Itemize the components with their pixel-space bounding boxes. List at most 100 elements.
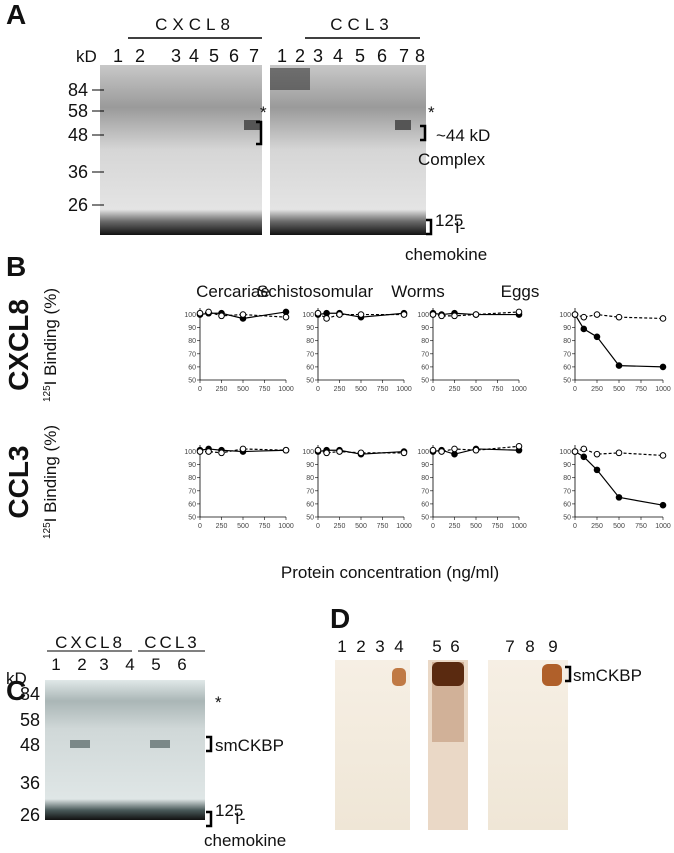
lane-number: 6 [229,46,239,66]
marker-label: 58 [68,101,88,121]
bracket [420,124,427,142]
x-tick-label: 1000 [655,523,671,530]
lane-number: 3 [99,655,108,674]
data-point [659,315,667,322]
column-title: Eggs [501,282,540,301]
axis-title: 125I Binding (%) [41,425,60,539]
bracket [206,810,213,828]
x-tick-label: 750 [635,386,647,393]
x-tick-label: 750 [377,386,389,393]
y-tick-label: 80 [421,475,429,482]
x-tick-label: 500 [470,523,482,530]
annotation: I- [455,218,465,237]
data-point [580,313,588,321]
x-tick-label: 0 [316,523,320,530]
y-tick-label: 60 [421,501,429,508]
x-tick-label: 1000 [396,386,412,393]
data-point [429,311,437,318]
lane-number: 6 [377,46,387,66]
asterisk: * [260,103,267,122]
x-tick-label: 250 [591,386,603,393]
lane-number: 8 [525,637,534,656]
x-tick-label: 750 [635,523,647,530]
x-tick-label: 500 [470,386,482,393]
x-tick-label: 750 [492,386,504,393]
group-label: CCL3 [144,633,199,652]
lane-number: 8 [415,46,425,66]
x-tick-label: 0 [573,386,577,393]
unit-label: kD [76,47,97,66]
y-tick-label: 90 [421,462,429,469]
x-tick-label: 250 [334,386,346,393]
annotation: smCKBP [573,666,642,685]
lane-number: 7 [505,637,514,656]
lane-number: 3 [375,637,384,656]
x-tick-label: 250 [216,386,228,393]
x-tick-label: 500 [613,386,625,393]
lane-number: 4 [125,655,134,674]
x-tick-label: 250 [216,523,228,530]
axis-title-sup: 125 [42,385,53,402]
axis-title: 125I Binding (%) [41,288,60,402]
bracket [426,218,433,236]
label: A [6,0,26,30]
y-tick-label: 90 [421,325,429,332]
axis-title-text: I Binding (%) [41,288,60,385]
blot [488,660,568,830]
y-tick-label: 80 [188,338,196,345]
y-tick-label: 80 [306,475,314,482]
y-tick-label: 70 [421,351,429,358]
gel-band [244,120,260,130]
x-tick-label: 250 [591,523,603,530]
lane-number: 2 [135,46,145,66]
blot [335,660,410,830]
x-tick-label: 0 [431,523,435,530]
marker-label: 48 [20,735,40,755]
x-tick-label: 1000 [278,386,294,393]
y-tick-label: 50 [306,378,314,385]
gel [100,65,262,235]
data-point [515,443,523,450]
data-point [323,315,330,322]
lane-number: 5 [151,655,160,674]
y-tick-label: 90 [563,462,571,469]
data-point [451,312,458,320]
x-tick-label: 500 [355,523,367,530]
y-tick-label: 90 [563,325,571,332]
column-title: Cercariae [196,282,270,301]
y-tick-label: 70 [563,351,571,358]
column-title: Worms [391,282,445,301]
x-tick-label: 1000 [278,523,294,530]
y-tick-label: 50 [188,515,196,522]
data-point [615,313,623,321]
y-tick-label: 50 [563,378,571,385]
lane-number: 5 [432,637,441,656]
marker-label: 84 [20,684,40,704]
lane-number: 4 [189,46,199,66]
bracket [206,735,213,753]
data-point [593,466,601,474]
marker-label: 36 [68,162,88,182]
y-tick-label: 50 [306,515,314,522]
y-tick-label: 70 [306,488,314,495]
data-point [472,446,480,454]
x-tick-label: 750 [492,523,504,530]
data-point [593,450,601,458]
y-tick-label: 100 [184,312,196,319]
y-tick-label: 90 [188,462,196,469]
lane-number: 5 [355,46,365,66]
marker-label: 84 [68,80,88,100]
y-tick-label: 50 [421,378,429,385]
data-point [196,309,204,317]
data-point [196,448,204,455]
lane-number: 2 [77,655,86,674]
x-tick-label: 0 [198,523,202,530]
gel-band [70,740,90,748]
y-tick-label: 100 [559,449,571,456]
blot-band [542,664,562,686]
y-tick-label: 80 [421,338,429,345]
marker-label: 36 [20,773,40,793]
data-point [314,309,322,317]
y-tick-label: 50 [188,378,196,385]
